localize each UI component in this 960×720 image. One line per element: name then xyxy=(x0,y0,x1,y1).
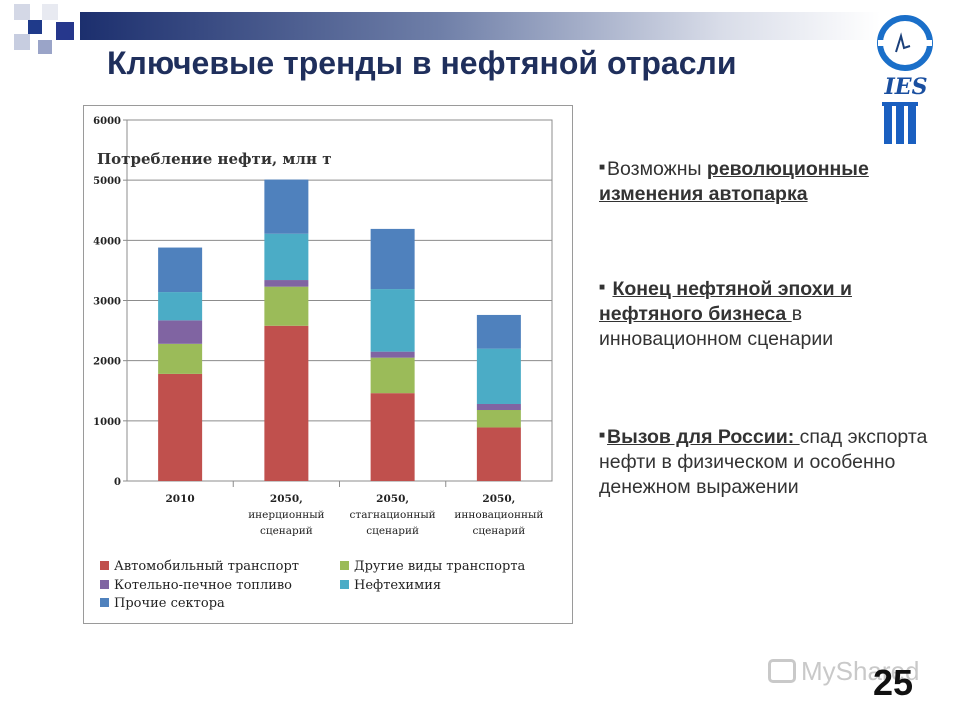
x-category-label: инерционный xyxy=(248,509,324,521)
legend-label: Автомобильный транспорт xyxy=(114,559,299,574)
bullet-emphasis: Вызов для России: xyxy=(607,426,800,448)
y-tick-label: 1000 xyxy=(93,417,121,428)
bullet-marker: ■ xyxy=(599,430,606,441)
bullet-text: Возможны xyxy=(607,158,707,180)
bar-segment xyxy=(264,325,309,481)
x-category-label: инновационный xyxy=(454,509,543,521)
bullet-text: в инновационном сценарии xyxy=(599,303,834,350)
legend-label: Котельно-печное топливо xyxy=(114,578,292,593)
bar-segment xyxy=(158,320,203,344)
bar-segment xyxy=(158,247,203,293)
bullet-item-3: ■ Вызов для России: спад экспорта нефти в… xyxy=(599,423,944,500)
header-gradient-bar xyxy=(80,12,880,40)
bar-segment xyxy=(370,393,415,481)
watermark-icon xyxy=(768,659,796,683)
bullet-text: спад экспорта нефти в физическом и особе… xyxy=(599,426,928,498)
y-tick-label: 0 xyxy=(114,477,121,488)
ies-logo-graphic xyxy=(877,15,933,144)
x-category-label: сценарий xyxy=(260,525,313,537)
bullet-emphasis: Конец нефтяной эпохи и нефтяного бизнеса xyxy=(599,278,852,325)
legend-swatch xyxy=(340,561,349,570)
slide-title: Ключевые тренды в нефтяной отрасли xyxy=(107,45,737,81)
bullet-item-1: ■ Возможны революционные изменения автопа… xyxy=(599,155,944,207)
bullet-item-2: ■ Конец нефтяной эпохи и нефтяного бизне… xyxy=(599,275,944,352)
x-category-label: 2050, xyxy=(270,493,303,505)
bar-segment xyxy=(370,228,415,290)
watermark: MyShared xyxy=(768,656,920,687)
legend-swatch xyxy=(340,580,349,589)
bar-segment xyxy=(264,286,309,326)
bar-segment xyxy=(370,289,415,352)
bullet-emphasis: революционные изменения автопарка xyxy=(599,158,869,205)
bar-segment xyxy=(158,343,203,374)
legend-label: Другие виды транспорта xyxy=(354,559,526,574)
y-tick-label: 2000 xyxy=(93,357,121,368)
bar-segment xyxy=(264,179,309,234)
legend-swatch xyxy=(100,598,109,607)
legend-swatch xyxy=(100,561,109,570)
legend-label: Нефтехимия xyxy=(354,578,441,593)
page-number: 25 xyxy=(873,662,914,703)
logo-text: IES xyxy=(884,74,928,100)
x-category-label: 2050, xyxy=(482,493,515,505)
watermark-text: MyShared xyxy=(801,656,920,686)
x-category-label: 2050, xyxy=(376,493,409,505)
x-category-label: сценарий xyxy=(472,525,525,537)
bar-segment xyxy=(264,280,309,287)
bar-segment xyxy=(476,403,521,411)
ies-logo: IES xyxy=(874,10,938,150)
y-tick-label: 3000 xyxy=(93,297,121,308)
legend-label: Прочие сектора xyxy=(114,596,225,611)
bar-segment xyxy=(476,410,521,428)
y-tick-label: 6000 xyxy=(93,116,121,127)
bar-segment xyxy=(370,357,415,394)
y-tick-label: 5000 xyxy=(93,176,121,187)
bar-segment xyxy=(264,233,309,281)
x-category-label: 2010 xyxy=(166,493,195,505)
y-tick-label: 4000 xyxy=(93,236,121,247)
bar-segment xyxy=(370,351,415,358)
bar-segment xyxy=(476,348,521,404)
bar-segment xyxy=(476,427,521,481)
x-category-label: стагнационный xyxy=(350,509,436,521)
chart-title: Потребление нефти, млн т xyxy=(97,150,332,168)
bar-segment xyxy=(158,292,203,321)
legend-swatch xyxy=(100,580,109,589)
bullet-marker: ■ xyxy=(599,162,606,173)
bar-segment xyxy=(476,314,521,349)
x-category-label: сценарий xyxy=(366,525,419,537)
bullet-marker: ■ xyxy=(599,282,606,293)
bar-segment xyxy=(158,373,203,481)
